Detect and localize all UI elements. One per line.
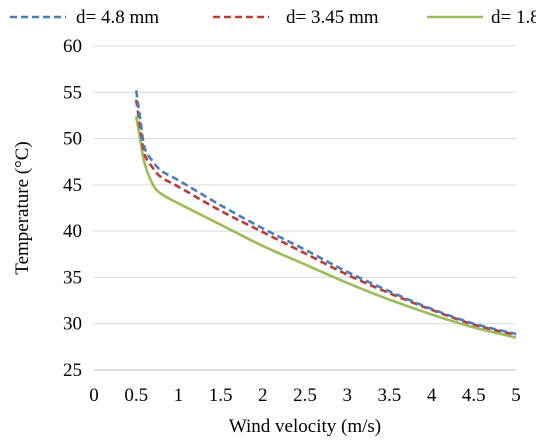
y-tick-label: 35 bbox=[63, 267, 82, 288]
y-tick-label: 25 bbox=[63, 360, 82, 381]
x-tick-label: 1.5 bbox=[209, 385, 233, 406]
x-tick-label: 1 bbox=[174, 385, 184, 406]
legend-label: d= 3.45 mm bbox=[286, 7, 379, 28]
series-line bbox=[134, 99, 517, 337]
legend-label: d= 1.83 mm bbox=[491, 7, 536, 28]
y-tick-label: 55 bbox=[63, 82, 82, 103]
series-lines bbox=[134, 90, 517, 339]
x-tick-label: 0.5 bbox=[124, 385, 148, 406]
y-axis-title: Temperature (°C) bbox=[12, 141, 33, 274]
y-tick-label: 40 bbox=[63, 221, 82, 242]
x-tick-label: 2.5 bbox=[293, 385, 317, 406]
x-tick-label: 2 bbox=[258, 385, 268, 406]
x-tick-label: 0 bbox=[89, 385, 99, 406]
y-tick-label: 60 bbox=[63, 36, 82, 57]
series-line bbox=[134, 90, 517, 336]
axes: 25 30 35 40 45 50 55 60 0 0.5 1 1.5 2 2.5 3 3.5 4 4.5 5 bbox=[63, 36, 521, 406]
series-line bbox=[134, 116, 517, 339]
x-tick-label: 3 bbox=[342, 385, 352, 406]
x-tick-label: 4 bbox=[427, 385, 437, 406]
legend: d= 4.8 mm d= 3.45 mm d= 1.83 mm bbox=[10, 7, 536, 28]
x-axis-title: Wind velocity (m/s) bbox=[229, 416, 381, 437]
x-tick-label: 5 bbox=[511, 385, 521, 406]
legend-label: d= 4.8 mm bbox=[76, 7, 159, 28]
gridlines bbox=[94, 45, 516, 371]
y-tick-label: 50 bbox=[63, 129, 82, 150]
x-tick-label: 3.5 bbox=[378, 385, 402, 406]
y-tick-label: 30 bbox=[63, 314, 82, 335]
x-tick-label: 4.5 bbox=[462, 385, 486, 406]
y-tick-label: 45 bbox=[63, 175, 82, 196]
